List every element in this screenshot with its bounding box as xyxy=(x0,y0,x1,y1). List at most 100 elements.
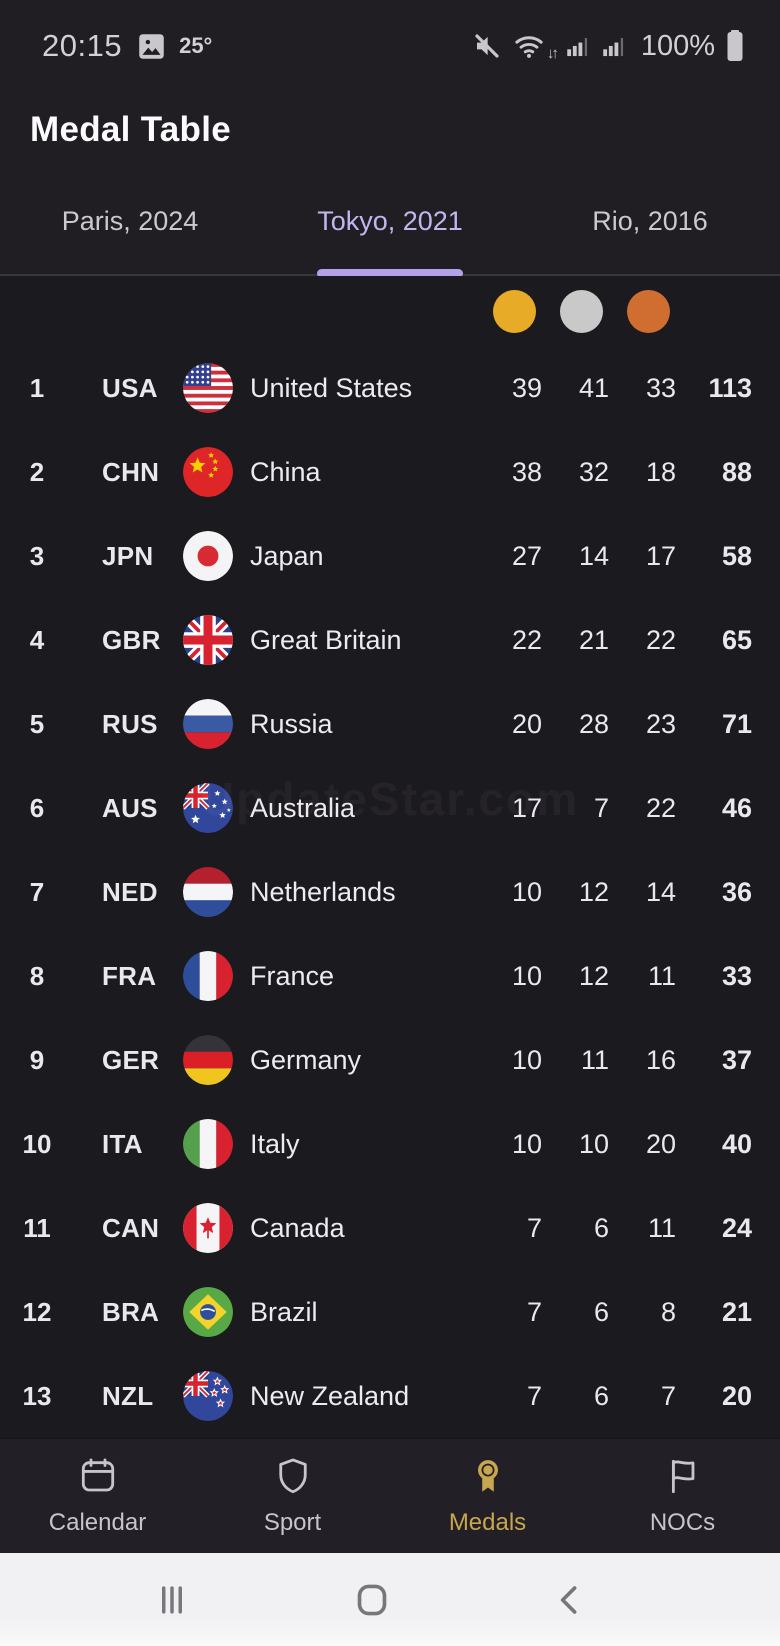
total-count: 65 xyxy=(721,624,752,655)
nav-item-sport[interactable]: Sport xyxy=(195,1439,390,1553)
country-name: Brazil xyxy=(250,1296,318,1327)
gold-count: 10 xyxy=(511,960,542,991)
country-name: France xyxy=(250,960,335,991)
flag-nzl-icon xyxy=(183,1371,233,1421)
country-code: AUS xyxy=(102,792,158,823)
rank: 4 xyxy=(29,624,45,655)
tab-tokyo-2021[interactable]: Tokyo, 2021 xyxy=(317,205,463,236)
medal-row-ger[interactable]: 9 GER Germany 10 11 16 37 xyxy=(0,1018,780,1102)
flag-chn-icon xyxy=(183,447,233,497)
signal-icon xyxy=(601,33,628,60)
silver-count: 7 xyxy=(593,792,609,823)
medal-row-ita[interactable]: 10 ITA Italy 10 10 20 40 xyxy=(0,1102,780,1186)
signal-icon xyxy=(565,33,592,60)
country-name: United States xyxy=(250,372,413,403)
country-code: ITA xyxy=(102,1128,143,1159)
active-tab-indicator xyxy=(317,269,463,278)
country-code: NED xyxy=(102,876,158,907)
total-count: 46 xyxy=(721,792,752,823)
gold-count: 39 xyxy=(511,372,542,403)
silver-count: 10 xyxy=(578,1128,609,1159)
total-count: 71 xyxy=(721,708,752,739)
flag-icon xyxy=(662,1455,704,1502)
gold-count: 7 xyxy=(526,1296,542,1327)
total-count: 36 xyxy=(721,876,752,907)
silver-count: 12 xyxy=(578,876,609,907)
nav-label: Sport xyxy=(263,1509,322,1536)
silver-count: 14 xyxy=(578,540,609,571)
nav-item-medals[interactable]: Medals xyxy=(390,1439,585,1553)
home-button[interactable] xyxy=(350,1578,394,1622)
back-button[interactable] xyxy=(548,1578,592,1622)
medal-row-rus[interactable]: 5 RUS Russia 20 28 23 71 xyxy=(0,682,780,766)
country-code: CHN xyxy=(102,456,160,487)
silver-count: 41 xyxy=(578,372,609,403)
flag-ger-icon xyxy=(183,1035,233,1085)
country-name: Italy xyxy=(250,1128,300,1159)
medal-row-aus[interactable]: 6 AUS Australia 17 7 22 46 xyxy=(0,766,780,850)
medal-row-nzl[interactable]: 13 NZL New Zealand 7 6 7 20 xyxy=(0,1354,780,1438)
bronze-count: 16 xyxy=(645,1044,676,1075)
medal-row-bra[interactable]: 12 BRA Brazil 7 6 8 21 xyxy=(0,1270,780,1354)
silver-count: 21 xyxy=(578,624,609,655)
app-header: Medal Table xyxy=(0,92,780,168)
bronze-medal-icon xyxy=(627,289,670,333)
nav-item-calendar[interactable]: Calendar xyxy=(0,1439,195,1553)
rank: 12 xyxy=(22,1296,52,1327)
country-name: Australia xyxy=(250,792,356,823)
medal-row-ned[interactable]: 7 NED Netherlands 10 12 14 36 xyxy=(0,850,780,934)
country-code: JPN xyxy=(102,540,154,571)
total-count: 20 xyxy=(721,1380,752,1411)
gold-count: 17 xyxy=(511,792,542,823)
medal-row-chn[interactable]: 2 CHN China 38 32 18 88 xyxy=(0,430,780,514)
total-count: 88 xyxy=(721,456,752,487)
country-name: Great Britain xyxy=(250,624,402,655)
picture-icon xyxy=(136,31,167,62)
flag-usa-icon xyxy=(183,363,233,413)
country-code: FRA xyxy=(102,960,157,991)
total-count: 58 xyxy=(721,540,752,571)
rank: 8 xyxy=(29,960,45,991)
tab-paris-2024[interactable]: Paris, 2024 xyxy=(61,205,199,236)
gold-count: 27 xyxy=(511,540,542,571)
rank: 13 xyxy=(22,1380,52,1411)
wifi-icon xyxy=(512,29,546,63)
country-name: Netherlands xyxy=(250,876,396,907)
battery-icon xyxy=(724,28,746,64)
gold-count: 38 xyxy=(511,456,542,487)
flag-bra-icon xyxy=(183,1287,233,1337)
medal-row-usa[interactable]: 1 USA United States 39 41 33 113 xyxy=(0,346,780,430)
recents-button[interactable] xyxy=(150,1578,194,1622)
bronze-count: 17 xyxy=(645,540,676,571)
tab-rio-2016[interactable]: Rio, 2016 xyxy=(592,205,708,236)
calendar-icon xyxy=(77,1455,119,1502)
gold-count: 10 xyxy=(511,1044,542,1075)
nav-label: NOCs xyxy=(649,1509,716,1536)
gold-count: 10 xyxy=(511,876,542,907)
status-bar: 20:15 25° ↓↑ 100% xyxy=(0,0,780,92)
flag-jpn-icon xyxy=(183,531,233,581)
flag-gbr-icon xyxy=(183,615,233,665)
total-count: 33 xyxy=(721,960,752,991)
country-code: CAN xyxy=(102,1212,160,1243)
silver-count: 6 xyxy=(593,1212,609,1243)
flag-rus-icon xyxy=(183,699,233,749)
page-title: Medal Table xyxy=(30,110,232,149)
silver-count: 12 xyxy=(578,960,609,991)
medal-row-gbr[interactable]: 4 GBR Great Britain 22 21 22 65 xyxy=(0,598,780,682)
bronze-count: 14 xyxy=(645,876,676,907)
silver-count: 6 xyxy=(593,1296,609,1327)
shield-icon xyxy=(272,1455,314,1502)
medal-icon xyxy=(467,1455,509,1502)
medal-row-jpn[interactable]: 3 JPN Japan 27 14 17 58 xyxy=(0,514,780,598)
total-count: 113 xyxy=(708,372,752,403)
nav-item-nocs[interactable]: NOCs xyxy=(585,1439,780,1553)
country-name: Canada xyxy=(250,1212,345,1243)
flag-ned-icon xyxy=(183,867,233,917)
medal-row-fra[interactable]: 8 FRA France 10 12 11 33 xyxy=(0,934,780,1018)
country-code: NZL xyxy=(102,1380,154,1411)
bronze-count: 8 xyxy=(660,1296,676,1327)
total-count: 24 xyxy=(721,1212,752,1243)
tab-bar: Paris, 2024 Tokyo, 2021 Rio, 2016 xyxy=(0,168,780,278)
medal-row-can[interactable]: 11 CAN Canada 7 6 11 24 xyxy=(0,1186,780,1270)
